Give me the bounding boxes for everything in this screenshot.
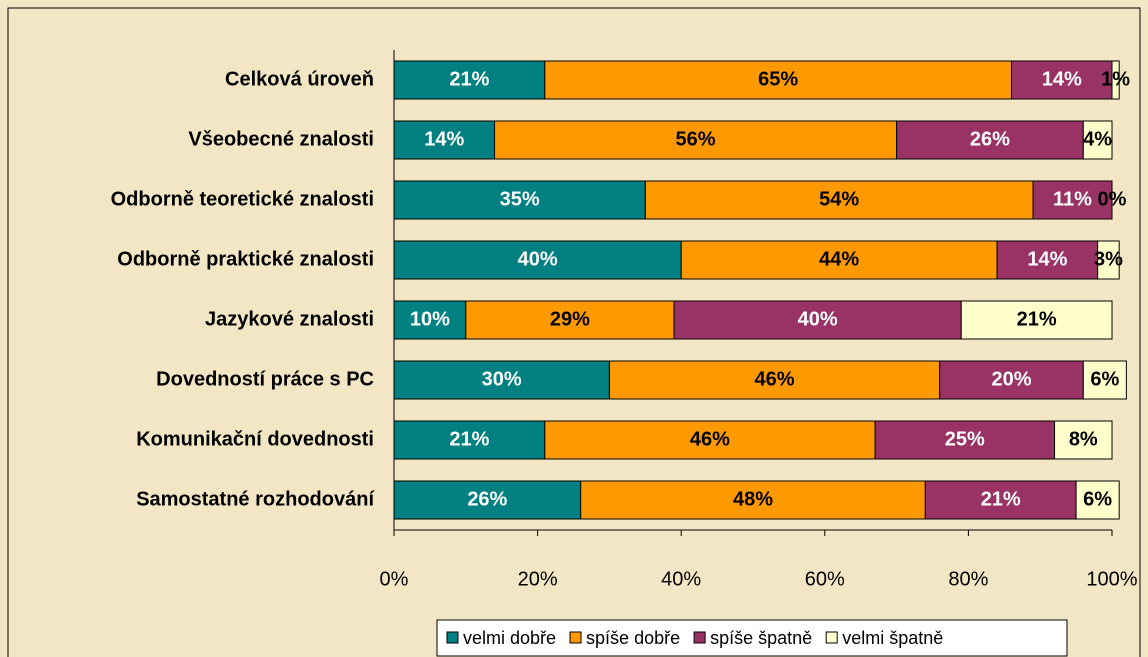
bar-segment	[580, 480, 926, 520]
legend-label: velmi špatně	[842, 628, 943, 648]
bar-segment	[393, 120, 496, 160]
data-label: 30%	[482, 368, 522, 390]
data-label: 3%	[1094, 248, 1123, 270]
bar-segment	[1075, 480, 1120, 520]
bar-segment	[465, 300, 675, 340]
data-label: 21%	[1017, 308, 1057, 330]
bar-segment	[1054, 420, 1113, 460]
bar-segment	[544, 60, 1012, 100]
data-label: 54%	[819, 188, 859, 210]
x-tick-label: 0%	[380, 568, 409, 590]
legend	[436, 619, 1068, 657]
bar-segment	[1010, 60, 1113, 100]
bar-segment	[874, 420, 1056, 460]
chart-border	[7, 7, 1141, 657]
y-tick-label: Všeobecné znalosti	[188, 128, 374, 150]
data-label: 44%	[819, 248, 859, 270]
bar-segment	[393, 240, 682, 280]
y-tick-label: Komunikační dovednosti	[136, 428, 374, 450]
data-label: 40%	[798, 308, 838, 330]
data-label: 56%	[676, 128, 716, 150]
data-label: 14%	[424, 128, 464, 150]
bar-segment	[996, 240, 1099, 280]
bar-segment	[393, 480, 582, 520]
data-label: 6%	[1083, 488, 1112, 510]
x-tick-label: 40%	[661, 568, 701, 590]
data-label: 46%	[690, 428, 730, 450]
legend-swatch	[693, 631, 706, 644]
y-tick-label: Samostatné rozhodování	[136, 488, 375, 510]
data-label: 10%	[410, 308, 450, 330]
y-tick-label: Odborně teoretické znalosti	[111, 188, 374, 210]
bar-segment	[393, 420, 546, 460]
y-tick-label: Odborně praktické znalosti	[117, 248, 374, 270]
bar-segment	[960, 300, 1113, 340]
data-label: 20%	[991, 368, 1031, 390]
bar-segment	[644, 180, 1034, 220]
bar-segment	[1082, 360, 1127, 400]
y-tick-label: Jazykové znalosti	[205, 308, 374, 330]
x-tick-label: 100%	[1086, 568, 1137, 590]
data-label: 1%	[1101, 68, 1130, 90]
x-tick-label: 80%	[948, 568, 988, 590]
data-label: 4%	[1083, 128, 1112, 150]
data-label: 8%	[1069, 428, 1098, 450]
legend-label: velmi dobře	[463, 628, 556, 648]
bar-segment	[1082, 120, 1113, 160]
data-label: 26%	[970, 128, 1010, 150]
legend-swatch	[825, 631, 838, 644]
data-label: 6%	[1090, 368, 1119, 390]
bar-segment	[608, 360, 941, 400]
y-tick-label: Dovedností práce s PC	[156, 368, 374, 390]
data-label: 25%	[945, 428, 985, 450]
data-label: 0%	[1098, 188, 1127, 210]
bar-segment	[924, 480, 1077, 520]
bar-segment	[544, 420, 876, 460]
data-label: 35%	[500, 188, 540, 210]
data-label: 11%	[1053, 188, 1092, 210]
bar-segment	[494, 120, 898, 160]
data-label: 46%	[755, 368, 795, 390]
bar-segment	[393, 60, 546, 100]
bar-segment	[393, 360, 610, 400]
legend-label: spíše dobře	[586, 628, 680, 648]
x-tick-label: 20%	[518, 568, 558, 590]
bar-segment	[673, 300, 962, 340]
data-label: 26%	[467, 488, 507, 510]
data-label: 21%	[981, 488, 1021, 510]
bar-segment	[939, 360, 1084, 400]
data-label: 21%	[449, 68, 489, 90]
data-label: 14%	[1042, 68, 1082, 90]
data-label: 65%	[758, 68, 798, 90]
legend-swatch	[446, 631, 459, 644]
data-label: 21%	[449, 428, 489, 450]
y-tick-label: Celková úroveň	[225, 68, 374, 90]
data-label: 40%	[518, 248, 558, 270]
legend-label: spíše špatně	[710, 628, 812, 648]
bar-segment	[1097, 240, 1120, 280]
data-label: 29%	[550, 308, 590, 330]
bar-segment	[1111, 60, 1120, 100]
x-tick-label: 60%	[805, 568, 845, 590]
legend-swatch	[569, 631, 582, 644]
data-label: 14%	[1027, 248, 1067, 270]
data-label: 48%	[733, 488, 773, 510]
bar-segment	[1032, 180, 1113, 220]
bar-segment	[393, 300, 467, 340]
